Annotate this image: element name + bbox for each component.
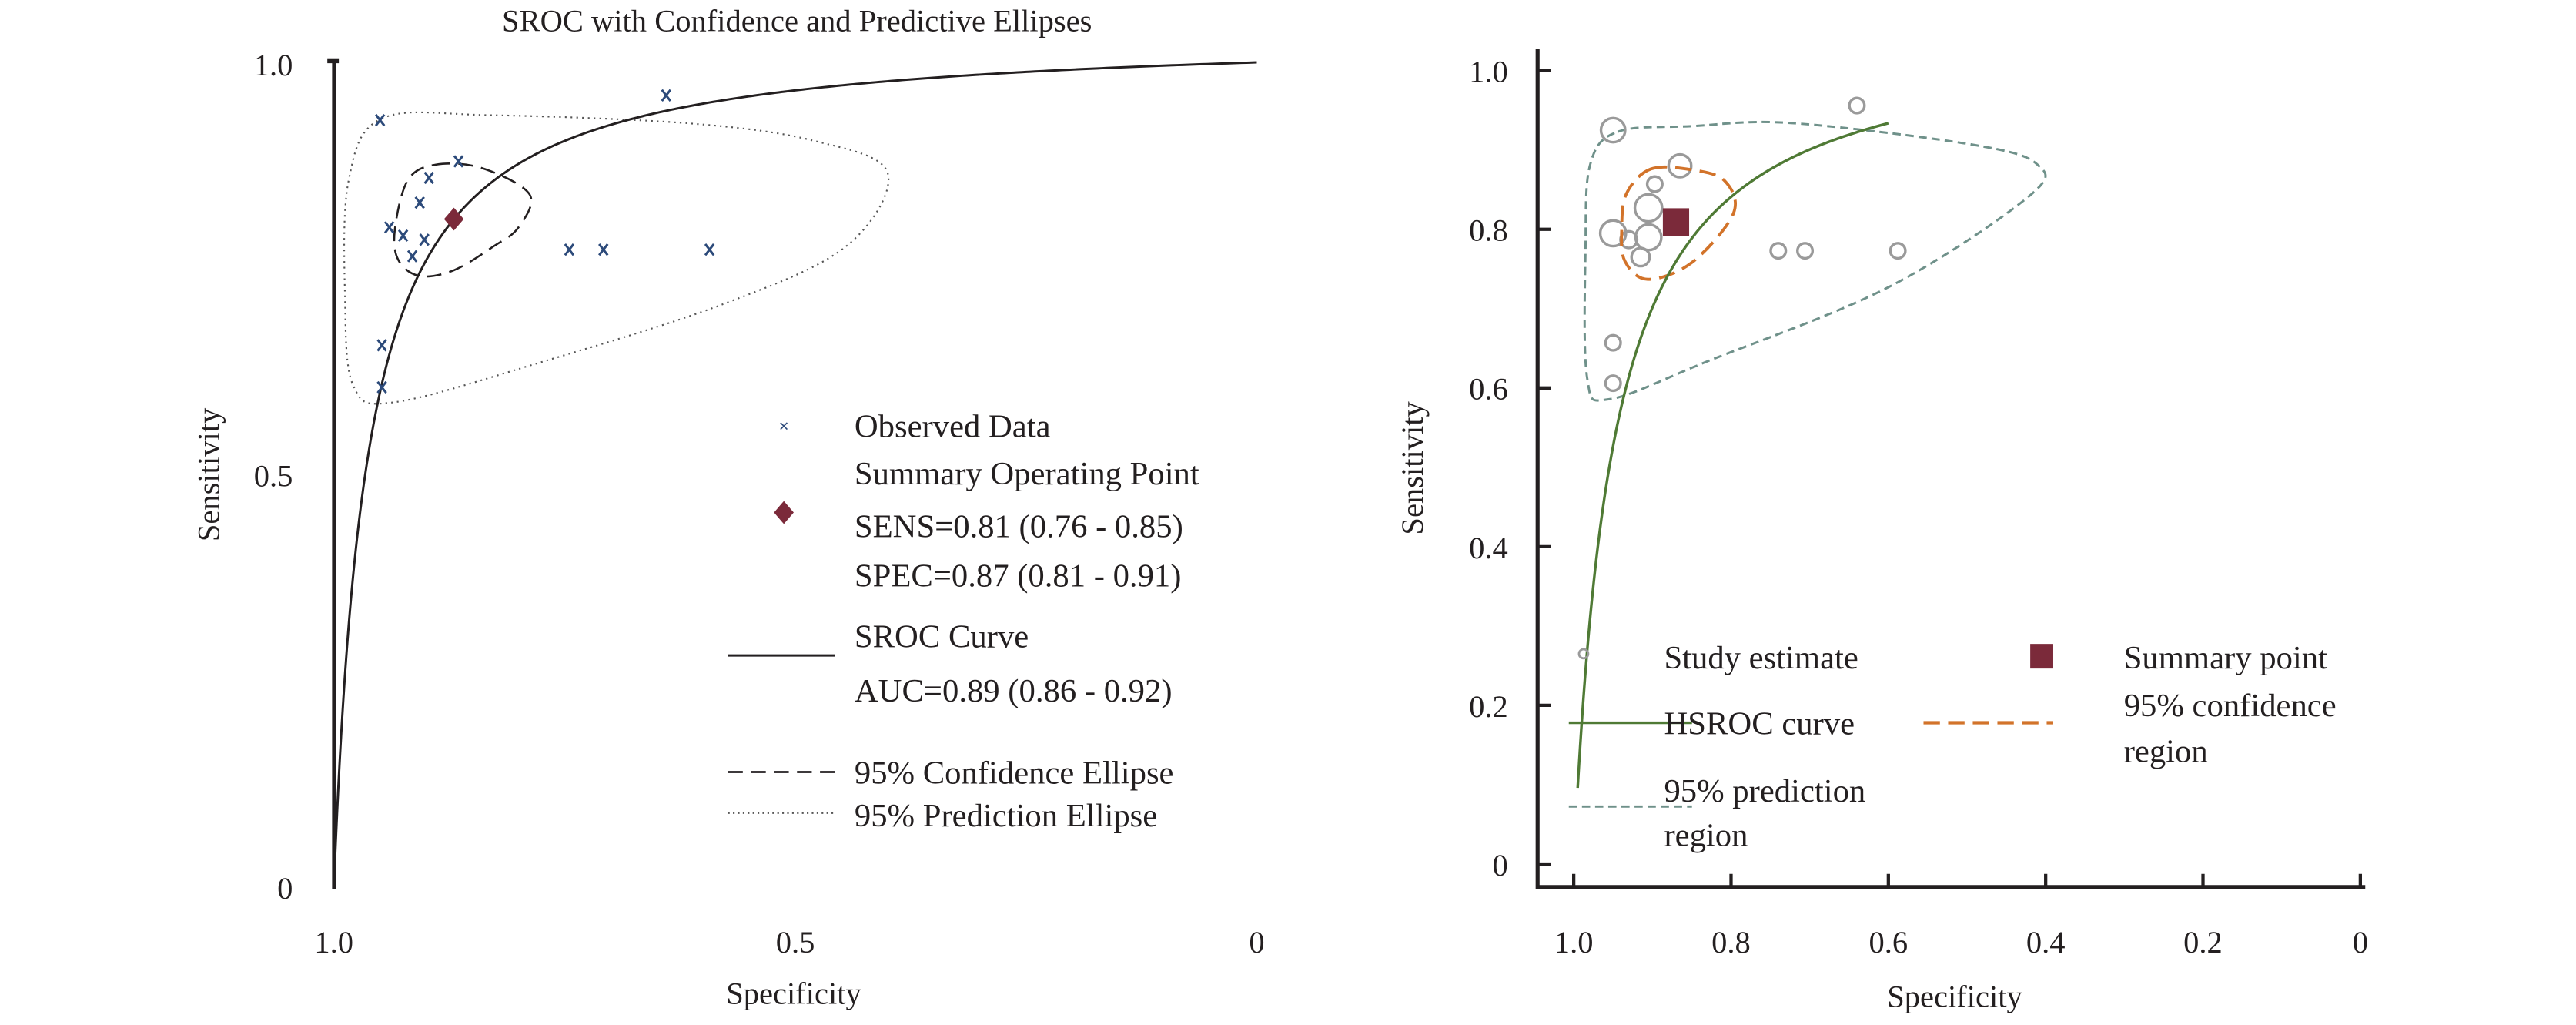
hsroc-curve <box>1576 122 1889 789</box>
right-chart: 1.0 0.8 0.6 0.4 0.2 0 0 0.2 0.4 0.6 0.8 1.0 Specifi… <box>1395 49 2368 1014</box>
left-x-tick-label: 1.0 <box>314 925 353 960</box>
legend-study-label: Study estimate <box>1664 640 1858 676</box>
right-y-tick-label: 0.8 <box>1469 213 1508 248</box>
legend-summary-diamond-icon <box>774 501 794 524</box>
right-x-tick-label: 0.6 <box>1869 925 1909 960</box>
observed-data-point <box>376 339 387 352</box>
observed-data-point <box>383 221 395 234</box>
study-estimate-circle <box>1633 193 1664 223</box>
study-estimate-circle <box>1598 219 1628 248</box>
study-estimate-circle <box>1604 333 1622 352</box>
summary-point <box>1662 208 1690 236</box>
left-x-tick-label: 0.5 <box>776 925 815 960</box>
study-estimate-circle <box>1630 246 1651 268</box>
study-estimate-circle <box>1634 223 1663 252</box>
study-estimate-circle <box>1667 152 1693 179</box>
legend-study-circle-icon <box>1577 648 1590 660</box>
left-y-axis-label: Sensitivity <box>191 407 226 541</box>
observed-data-point <box>414 196 425 209</box>
right-x-tick-label: 0.4 <box>2026 925 2066 960</box>
right-y-axis-label: Sensitivity <box>1395 400 1430 534</box>
observed-data-point <box>453 155 464 168</box>
right-axis-ticks: 1.0 0.8 0.6 0.4 0.2 0 0 0.2 0.4 0.6 0.8 1.0 <box>1469 55 2368 960</box>
right-y-tick-label: 1.0 <box>1469 55 1508 89</box>
observed-data-point <box>406 250 418 263</box>
observed-data-point <box>661 89 672 102</box>
legend-conf-label-1: 95% confidence <box>2124 688 2337 724</box>
study-estimate-circle <box>1599 116 1627 144</box>
legend-curve-label: HSROC curve <box>1664 705 1855 742</box>
right-x-tick-label: 0.2 <box>2183 925 2223 960</box>
right-y-tick-label: 0.4 <box>1469 531 1508 565</box>
study-estimate-circle <box>1889 242 1907 260</box>
summary-operating-point <box>443 207 464 231</box>
confidence-region <box>1620 165 1737 281</box>
left-x-tick-label: 0 <box>1249 925 1264 960</box>
prediction-region <box>1583 120 2047 402</box>
left-y-tick-label: 0.5 <box>254 458 293 493</box>
study-estimate-circle <box>1645 175 1664 193</box>
left-plot-marks <box>333 61 1257 887</box>
legend-summary-label: Summary point <box>2124 640 2327 676</box>
legend-conf-label-2: region <box>2124 734 2208 770</box>
right-y-tick-label: 0.6 <box>1469 372 1508 407</box>
right-x-axis-label: Specificity <box>1887 980 2022 1014</box>
legend-pred-label: 95% Prediction Ellipse <box>855 798 1157 834</box>
left-legend: × Observed Data Summary Operating Point … <box>728 408 1199 834</box>
observed-data-point <box>598 243 609 256</box>
left-y-tick-label: 1.0 <box>254 48 293 82</box>
study-estimate-circle <box>1796 242 1815 260</box>
right-y-tick-label: 0.2 <box>1469 689 1508 724</box>
left-chart-title: SROC with Confidence and Predictive Elli… <box>502 4 1092 39</box>
legend-auc-label: AUC=0.89 (0.86 - 0.92) <box>855 673 1173 709</box>
legend-sens-label: SENS=0.81 (0.76 - 0.85) <box>855 508 1183 544</box>
observed-data-point <box>423 171 434 185</box>
study-estimate-circle <box>1848 96 1866 115</box>
left-y-tick-label: 0 <box>277 871 293 906</box>
sroc-curve <box>333 61 1257 887</box>
legend-pred-label-1: 95% prediction <box>1664 773 1865 809</box>
legend-summary-square-icon <box>2030 644 2053 669</box>
legend-observed-marker-icon: × <box>778 417 788 437</box>
observed-data-point <box>704 243 715 256</box>
legend-pred-label-2: region <box>1664 818 1748 854</box>
right-y-tick-label: 0 <box>1493 848 1508 883</box>
observed-data-point <box>376 380 387 394</box>
right-plot-marks <box>1576 96 2047 789</box>
left-chart: SROC with Confidence and Predictive Elli… <box>191 4 1264 1011</box>
prediction-ellipse <box>343 111 890 405</box>
right-x-tick-label: 1.0 <box>1554 925 1594 960</box>
observed-data-point <box>564 243 575 256</box>
observed-data-point <box>419 233 430 246</box>
right-x-tick-label: 0 <box>2353 925 2368 960</box>
legend-observed-label: Observed Data <box>855 408 1051 444</box>
left-x-axis-label: Specificity <box>726 976 861 1010</box>
legend-curve-label: SROC Curve <box>855 618 1029 655</box>
legend-spec-label: SPEC=0.87 (0.81 - 0.91) <box>855 558 1182 594</box>
observed-data-point <box>397 229 409 243</box>
legend-summary-label: Summary Operating Point <box>855 456 1199 492</box>
study-estimate-circle <box>1769 242 1788 260</box>
observed-data-point <box>374 113 386 127</box>
study-estimate-circle <box>1604 374 1622 393</box>
confidence-ellipse <box>393 162 533 278</box>
right-x-tick-label: 0.8 <box>1711 925 1751 960</box>
right-legend: Study estimate Summary point HSROC curve… <box>1568 640 2337 854</box>
legend-conf-label: 95% Confidence Ellipse <box>855 755 1174 791</box>
